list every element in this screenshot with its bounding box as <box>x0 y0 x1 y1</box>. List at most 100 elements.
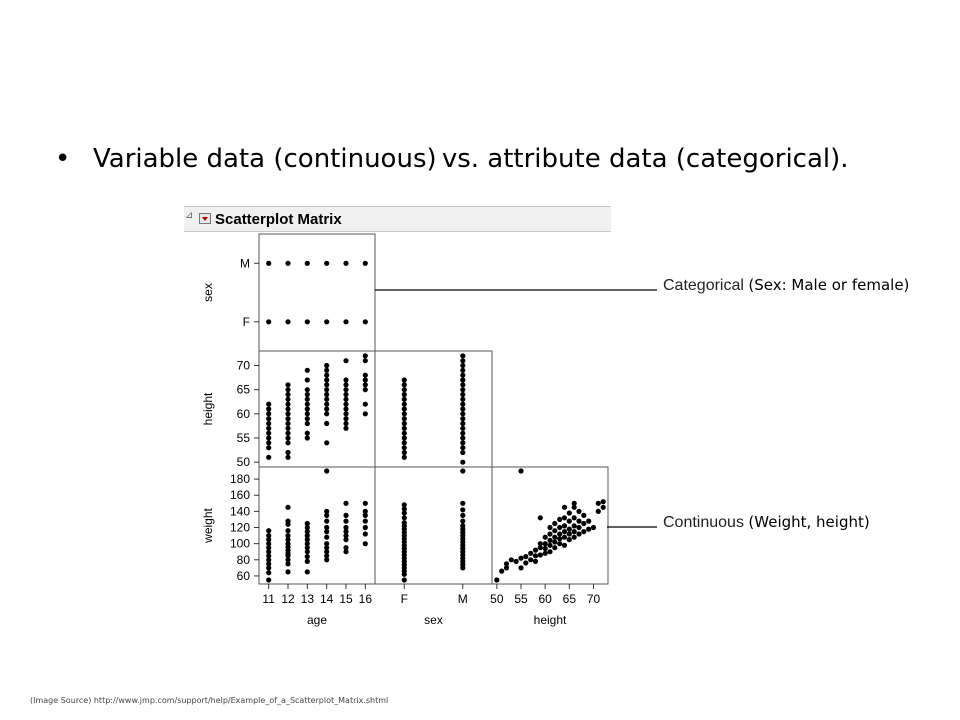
data-point-age-height <box>324 367 330 373</box>
data-point-age-height <box>266 411 272 417</box>
data-point-sex-weight <box>401 515 407 521</box>
data-point-sex-weight <box>460 523 466 529</box>
data-point-sex-height <box>460 358 466 364</box>
data-point-sex-height <box>460 459 466 465</box>
data-point-height-weight <box>590 524 597 531</box>
data-point-age-weight <box>304 545 310 551</box>
data-point-height-weight <box>561 515 568 521</box>
x-tick-label-height: 70 <box>587 592 601 606</box>
data-point-age-weight <box>343 500 349 506</box>
y-axis-label-sex: sex <box>201 283 215 302</box>
data-point-age-height <box>285 411 291 417</box>
bullet-point: • Variable data (continuous) vs. attribut… <box>55 144 849 174</box>
x-tick-label-age: 14 <box>320 592 334 606</box>
data-point-age-sex <box>324 319 330 325</box>
data-point-age-height <box>266 435 272 441</box>
data-point-age-weight <box>362 508 368 514</box>
data-point-height-weight <box>537 515 543 521</box>
data-point-height-weight <box>547 537 553 543</box>
data-point-height-weight <box>561 504 568 510</box>
y-tick-label-height: 55 <box>237 431 251 445</box>
categorical-label: Categorical <box>663 277 744 294</box>
data-point-age-height <box>266 406 272 412</box>
red-dropdown-triangle-icon[interactable] <box>199 213 211 224</box>
data-point-age-weight <box>324 557 330 563</box>
data-point-sex-weight <box>460 507 466 513</box>
panel-frame-age-weight <box>258 466 376 585</box>
y-tick-label-weight: 120 <box>230 521 250 535</box>
panel-frame-sex-height <box>374 350 493 468</box>
data-point-sex-height <box>460 445 466 451</box>
y-tick-label-weight: 140 <box>230 504 250 518</box>
x-tick-label-age: 15 <box>339 592 353 606</box>
data-point-age-weight <box>266 537 272 543</box>
categorical-description: (Sex: Male or female) <box>748 276 910 294</box>
data-point-age-weight <box>266 561 272 567</box>
data-point-sex-height <box>401 416 407 422</box>
data-point-height-weight <box>523 560 529 566</box>
data-point-age-weight <box>324 524 330 531</box>
data-point-sex-height <box>460 430 466 436</box>
data-point-age-weight <box>266 533 272 539</box>
data-point-age-height <box>285 454 291 460</box>
data-point-age-height <box>304 406 310 412</box>
data-point-age-height <box>343 391 349 398</box>
data-point-age-height <box>266 445 272 451</box>
data-point-age-height <box>304 377 310 383</box>
data-point-age-sex <box>285 319 291 325</box>
disclosure-triangle-icon[interactable]: ⊿ <box>185 210 194 221</box>
data-point-height-weight <box>537 541 543 547</box>
data-point-age-height <box>266 416 272 422</box>
data-point-height-weight <box>518 555 524 561</box>
data-point-height-weight <box>557 536 563 542</box>
continuous-callout: Continuous (Weight, height) <box>663 513 870 532</box>
data-point-height-weight <box>561 542 568 548</box>
data-point-age-weight <box>304 558 310 564</box>
data-point-height-weight <box>581 529 587 535</box>
data-point-height-weight <box>557 524 563 531</box>
data-point-height-weight <box>586 526 592 532</box>
categorical-callout: Categorical (Sex: Male or female) <box>663 276 909 295</box>
data-point-height-weight <box>552 539 558 545</box>
data-point-height-weight <box>557 516 563 522</box>
data-point-height-weight <box>542 550 548 556</box>
data-point-age-weight <box>266 557 272 563</box>
bullet-text: Variable data (continuous) vs. attribute… <box>93 144 849 174</box>
data-point-age-weight <box>362 531 368 537</box>
data-point-age-sex <box>285 260 291 266</box>
data-point-height-weight <box>528 550 534 556</box>
data-point-height-weight <box>576 531 582 537</box>
data-point-height-weight <box>566 531 572 537</box>
data-point-age-weight <box>304 569 310 575</box>
data-point-age-weight <box>324 529 330 535</box>
data-point-age-weight <box>304 524 310 531</box>
data-point-sex-height <box>460 435 466 441</box>
data-point-sex-weight <box>401 577 407 583</box>
data-point-age-height <box>324 382 330 388</box>
data-point-sex-height <box>460 420 466 427</box>
data-point-age-weight <box>304 537 310 543</box>
data-point-age-height <box>266 420 272 427</box>
data-point-age-height <box>362 377 368 383</box>
y-tick-label-height: 50 <box>237 455 251 469</box>
x-axis-label-sex: sex <box>424 613 443 627</box>
data-point-age-height <box>362 358 368 364</box>
data-point-age-height <box>304 416 310 422</box>
data-point-age-height <box>343 377 349 383</box>
data-point-height-weight <box>561 523 568 529</box>
data-point-age-height <box>285 420 291 427</box>
data-point-height-weight <box>566 518 572 524</box>
data-point-age-weight <box>285 541 291 547</box>
x-tick-label-height: 65 <box>563 592 577 606</box>
data-point-height-weight <box>499 568 505 574</box>
data-point-sex-height <box>401 406 407 412</box>
data-point-age-weight <box>324 549 330 555</box>
data-point-age-weight <box>324 512 330 518</box>
data-point-age-height <box>304 401 310 407</box>
data-point-height-weight <box>552 520 558 527</box>
data-point-age-weight <box>343 518 349 524</box>
data-point-age-weight <box>362 524 368 531</box>
figure-header: ⊿ Scatterplot Matrix <box>184 206 611 232</box>
data-point-age-height <box>343 411 349 417</box>
data-point-sex-height <box>460 367 466 373</box>
